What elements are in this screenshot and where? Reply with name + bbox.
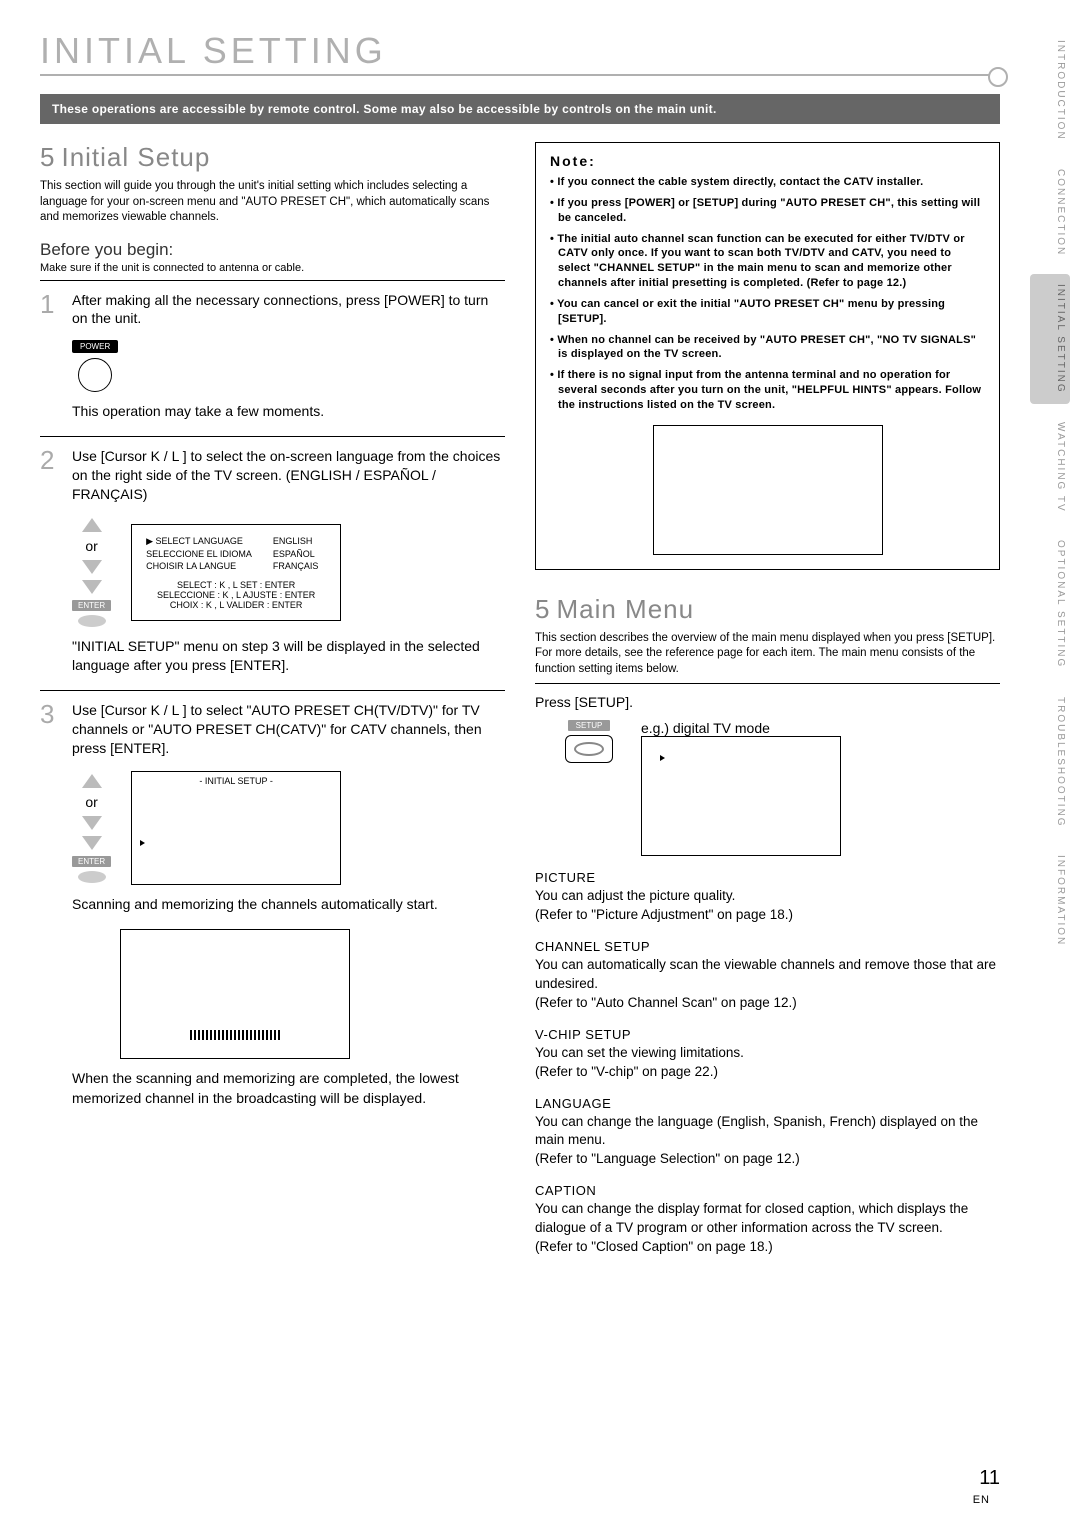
- main-menu-intro: This section describes the overview of t…: [535, 631, 1000, 678]
- before-begin-heading: Before you begin:: [40, 240, 505, 260]
- menu-cell: ESPAÑOL: [271, 548, 328, 560]
- triangle-right-icon: [140, 840, 145, 846]
- tv-screen-placeholder: [653, 425, 883, 555]
- section-main-menu: 5Main Menu: [535, 594, 1000, 625]
- menu-item-heading: PICTURE: [535, 870, 1000, 885]
- cursor-arrows-diagram: or: [72, 774, 111, 850]
- arrow-down-icon: [82, 560, 102, 574]
- menu-cell: CHOISIR LA LANGUE: [144, 560, 271, 572]
- example-label: e.g.) digital TV mode: [641, 720, 841, 736]
- initial-setup-menu-box: - INITIAL SETUP -: [131, 771, 341, 885]
- triangle-right-icon: [660, 755, 665, 761]
- or-label: or: [85, 538, 97, 554]
- note-item: If you connect the cable system directly…: [550, 175, 985, 190]
- sidebar-tab-initial-setting: INITIAL SETTING: [1030, 274, 1070, 404]
- digital-tv-mode-box: [641, 736, 841, 856]
- sidebar-tab-introduction: INTRODUCTION: [1030, 30, 1070, 151]
- before-begin-text: Make sure if the unit is connected to an…: [40, 262, 505, 274]
- menu-item-heading: LANGUAGE: [535, 1096, 1000, 1111]
- step-number-2: 2: [40, 447, 62, 504]
- menu-item-heading: CHANNEL SETUP: [535, 939, 1000, 954]
- setup-button-diagram: SETUP: [565, 720, 613, 763]
- menu-footer-line: SELECT : K , L SET : ENTER: [144, 580, 328, 590]
- enter-icon: [78, 615, 106, 627]
- page-number: 11: [979, 1467, 1000, 1490]
- step3-caption2: When the scanning and memorizing are com…: [72, 1069, 505, 1108]
- section-marker: 5: [40, 142, 55, 172]
- note-title: Note:: [550, 153, 985, 169]
- arrow-down-icon: [82, 836, 102, 850]
- step2-text: Use [Cursor K / L ] to select the on-scr…: [72, 447, 505, 504]
- menu-cell: ▶ SELECT LANGUAGE: [144, 535, 271, 548]
- note-item: When no channel can be received by "AUTO…: [550, 333, 985, 363]
- menu-item-heading: CAPTION: [535, 1183, 1000, 1198]
- menu-cell: ENGLISH: [271, 535, 328, 548]
- enter-label: ENTER: [72, 856, 111, 867]
- menu-item-heading: V-CHIP SETUP: [535, 1027, 1000, 1042]
- step2-caption: "INITIAL SETUP" menu on step 3 will be d…: [72, 637, 505, 676]
- enter-label: ENTER: [72, 600, 111, 611]
- power-button-diagram: POWER: [72, 336, 505, 392]
- power-icon: [78, 358, 112, 392]
- section-title-text: Initial Setup: [61, 142, 210, 172]
- divider: [535, 683, 1000, 684]
- menu-cell: SELECCIONE EL IDIOMA: [144, 548, 271, 560]
- step-number-3: 3: [40, 701, 62, 758]
- step1-text: After making all the necessary connectio…: [72, 291, 505, 329]
- language-menu-box: ▶ SELECT LANGUAGEENGLISHSELECCIONE EL ID…: [131, 524, 341, 621]
- setup-icon: [574, 742, 604, 756]
- note-item: You can cancel or exit the initial "AUTO…: [550, 297, 985, 327]
- section-initial-setup: 5Initial Setup: [40, 142, 505, 173]
- divider: [40, 690, 505, 691]
- menu-item-body: You can automatically scan the viewable …: [535, 956, 1000, 1013]
- sidebar-tab-optional-setting: OPTIONAL SETTING: [1030, 530, 1070, 678]
- menu-item-body: You can set the viewing limitations.(Ref…: [535, 1044, 1000, 1082]
- arrow-down-icon: [82, 816, 102, 830]
- or-label: or: [85, 794, 97, 810]
- chapter-rule: [40, 74, 1000, 76]
- sidebar-tab-information: INFORMATION: [1030, 845, 1070, 956]
- section-marker: 5: [535, 594, 550, 624]
- sidebar-tab-connection: CONNECTION: [1030, 159, 1070, 266]
- menu-cell: FRANÇAIS: [271, 560, 328, 572]
- setup-label: SETUP: [568, 720, 611, 731]
- divider: [40, 280, 505, 281]
- initial-setup-intro: This section will guide you through the …: [40, 179, 505, 226]
- step1-caption: This operation may take a few moments.: [72, 402, 505, 422]
- enter-icon: [78, 871, 106, 883]
- sidebar-tab-watching-tv: WATCHING TV: [1030, 412, 1070, 523]
- cursor-arrows-diagram: or: [72, 518, 111, 594]
- step-number-1: 1: [40, 291, 62, 329]
- enter-button-diagram: ENTER: [72, 600, 111, 627]
- page-language: EN: [973, 1494, 990, 1506]
- step3-text: Use [Cursor K / L ] to select "AUTO PRES…: [72, 701, 505, 758]
- divider: [40, 436, 505, 437]
- menu-item-body: You can change the language (English, Sp…: [535, 1113, 1000, 1170]
- press-setup-text: Press [SETUP].: [535, 694, 1000, 710]
- menu-title: - INITIAL SETUP -: [136, 776, 336, 786]
- power-label: POWER: [72, 340, 118, 353]
- note-item: If you press [POWER] or [SETUP] during "…: [550, 196, 985, 226]
- chapter-title: INITIAL SETTING: [40, 30, 1000, 72]
- sidebar-tab-troubleshooting: TROUBLESHOOTING: [1030, 687, 1070, 838]
- note-item: If there is no signal input from the ant…: [550, 368, 985, 413]
- step3-caption1: Scanning and memorizing the channels aut…: [72, 895, 505, 915]
- note-item: The initial auto channel scan function c…: [550, 232, 985, 291]
- menu-item-body: You can change the display format for cl…: [535, 1200, 1000, 1257]
- menu-item-body: You can adjust the picture quality.(Refe…: [535, 887, 1000, 925]
- progress-bar-icon: [190, 1030, 280, 1040]
- menu-footer-line: CHOIX : K , L VALIDER : ENTER: [144, 600, 328, 610]
- menu-footer-line: SELECCIONE : K , L AJUSTE : ENTER: [144, 590, 328, 600]
- note-box: Note: If you connect the cable system di…: [535, 142, 1000, 570]
- arrow-up-icon: [82, 518, 102, 532]
- access-banner: These operations are accessible by remot…: [40, 94, 1000, 124]
- arrow-up-icon: [82, 774, 102, 788]
- scan-progress-box: [120, 929, 350, 1059]
- arrow-down-icon: [82, 580, 102, 594]
- enter-button-diagram: ENTER: [72, 856, 111, 883]
- section-title-text: Main Menu: [556, 594, 694, 624]
